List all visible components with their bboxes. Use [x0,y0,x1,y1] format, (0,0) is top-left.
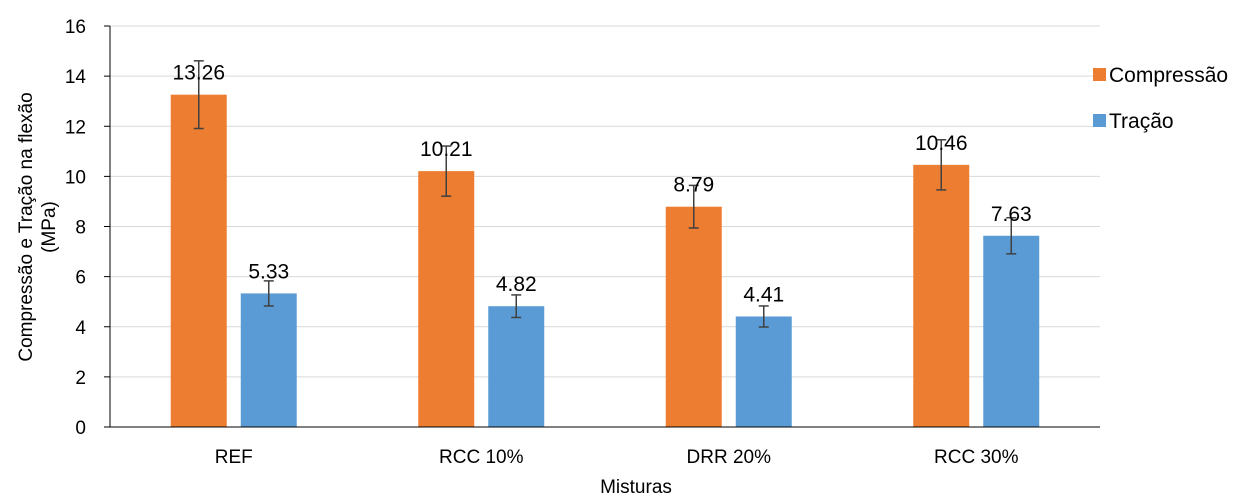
y-tick-label: 2 [75,368,86,389]
data-label: 4.82 [496,273,537,296]
y-tick-label: 10 [65,167,86,188]
x-axis-title: Misturas [600,477,672,498]
y-axis-ticks: 0 2 4 6 8 10 12 14 16 [65,17,110,439]
legend-label-tracao: Tração [1109,110,1174,133]
bars [170,94,1040,427]
y-tick-label: 0 [75,418,86,439]
bar [913,164,970,427]
bar [240,293,297,427]
y-axis-title: Compressão e Tração na flexão (MPa) [16,92,60,361]
x-axis-labels: REF RCC 10% DRR 20% RCC 30% [215,447,1019,468]
y-axis-title-line1: Compressão e Tração na flexão [16,92,37,361]
data-label: 4.41 [743,283,784,306]
data-label: 10.21 [420,138,473,161]
bar [488,306,545,427]
data-label: 10.46 [915,132,968,155]
data-labels: 13.26 5.33 10.21 4.82 8.79 4.41 10.46 7.63 [172,62,1031,307]
legend: Compressão Tração [1093,64,1228,133]
y-tick-label: 4 [75,318,86,339]
legend-label-compressao: Compressão [1109,64,1228,87]
bar [983,235,1040,427]
x-tick-label: RCC 10% [439,447,524,468]
y-tick-label: 8 [75,218,86,239]
x-tick-label: DRR 20% [687,447,772,468]
y-axis-title-line2: (MPa) [39,201,60,253]
y-tick-label: 16 [65,17,86,38]
bar [418,171,475,427]
legend-swatch-compressao [1093,68,1106,81]
x-tick-label: RCC 30% [934,447,1019,468]
bar [735,316,792,427]
data-label: 7.63 [991,203,1032,226]
bar [665,206,722,427]
data-label: 8.79 [673,174,714,197]
data-label: 5.33 [248,260,289,283]
x-tick-label: REF [215,447,253,468]
y-tick-label: 12 [65,117,86,138]
error-bars [193,60,1017,328]
legend-swatch-tracao [1093,114,1106,127]
y-tick-label: 6 [75,268,86,289]
x-axis [109,26,1100,428]
data-label: 13.26 [172,62,225,85]
bar [170,94,227,427]
y-tick-label: 14 [65,67,87,88]
